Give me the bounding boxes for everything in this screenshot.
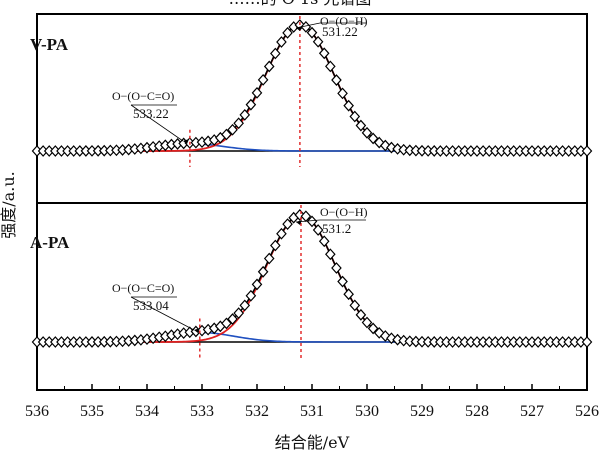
panel-label: V-PA	[30, 35, 69, 54]
peak-annotation-value: 533.22	[133, 106, 169, 121]
component-curve-main	[37, 214, 587, 343]
panel-label: A-PA	[30, 233, 70, 252]
data-point	[367, 132, 379, 145]
data-point	[343, 288, 354, 301]
data-point	[263, 252, 275, 265]
annotation-leader	[130, 104, 184, 142]
data-point	[318, 47, 330, 60]
x-tick-label: 536	[25, 403, 49, 420]
data-point	[276, 36, 287, 48]
annotation-arrowhead	[194, 328, 200, 333]
data-point	[257, 265, 269, 278]
data-point	[355, 119, 367, 132]
data-point	[270, 47, 281, 60]
peak-annotation-value: 533.04	[133, 298, 169, 313]
panel-a-pa: A-PA O−(O−H) 531.2 O−(O−C=O) 533.04	[30, 205, 593, 358]
data-point	[361, 316, 373, 329]
data-point	[245, 289, 257, 302]
x-tick-label: 526	[575, 403, 599, 420]
fit-envelope	[37, 214, 587, 343]
data-point	[343, 99, 354, 112]
x-tick-label: 535	[80, 403, 104, 420]
x-tick-label: 533	[190, 403, 214, 420]
x-axis: 536 535 534 533 532 531 530 529 528 527 526	[25, 384, 599, 420]
x-axis-title: 结合能/eV	[275, 433, 350, 452]
header-fragment: ……的 O 1s 光谱图	[229, 0, 372, 8]
data-point	[312, 224, 324, 236]
x-tick-label: 529	[410, 403, 434, 420]
x-tick-label: 531	[300, 403, 324, 420]
x-tick-label: 528	[465, 403, 489, 420]
data-point	[276, 227, 287, 240]
panel-v-pa: V-PA O−(O−H)531.22 O−(O−C=O) 533.22	[30, 14, 593, 167]
data-point	[306, 215, 318, 228]
annotation-arrowhead	[296, 220, 302, 225]
data-point	[312, 35, 324, 48]
data-point	[367, 322, 379, 335]
data-point	[392, 143, 403, 155]
data-point	[282, 26, 293, 39]
data-point	[349, 299, 361, 312]
data-point	[257, 73, 269, 86]
data-point	[331, 74, 342, 86]
component-curve-main	[37, 24, 587, 152]
data-point	[282, 218, 293, 231]
peak-annotation-name: O−(O−C=O)	[112, 281, 174, 295]
data-point	[221, 317, 232, 330]
data-point	[233, 307, 244, 320]
data-point	[263, 60, 275, 73]
data-point	[325, 248, 336, 261]
data-point	[227, 313, 238, 325]
data-point	[337, 275, 348, 288]
peak-annotation-name: O−(O−C=O)	[112, 89, 174, 103]
measured-data-markers	[31, 209, 593, 348]
annotation-arrowhead	[296, 26, 302, 31]
annotation-arrowhead	[183, 139, 189, 144]
y-axis-title: 强度/a.u.	[0, 171, 18, 238]
data-point	[251, 86, 263, 99]
data-point	[325, 60, 336, 73]
fit-envelope	[37, 24, 587, 152]
data-point	[221, 128, 232, 141]
peak-annotation-name: O−(O−H)	[320, 205, 368, 219]
data-point	[581, 336, 593, 348]
data-point	[349, 110, 361, 123]
peak-annotation-value: 531.2	[322, 221, 351, 236]
data-point	[331, 262, 342, 274]
data-point	[251, 278, 263, 291]
x-tick-label: 527	[520, 403, 544, 420]
x-tick-label: 532	[245, 403, 269, 420]
data-point	[306, 26, 318, 39]
data-point	[337, 87, 348, 100]
measured-data-markers	[31, 19, 593, 157]
data-point	[239, 108, 251, 121]
data-point	[355, 308, 367, 321]
peak-annotation-value: 531.22	[322, 24, 358, 39]
data-point	[361, 126, 373, 139]
peak-annotation-name: O−(O−H)	[320, 14, 368, 28]
data-point	[270, 239, 281, 252]
x-tick-label: 534	[135, 403, 159, 420]
annotation-leader	[130, 296, 195, 331]
data-point	[227, 123, 238, 136]
data-point	[581, 145, 593, 157]
data-point	[318, 235, 330, 248]
data-point	[233, 117, 244, 130]
data-point	[239, 299, 251, 312]
data-point	[245, 98, 257, 111]
x-tick-label: 530	[355, 403, 379, 420]
